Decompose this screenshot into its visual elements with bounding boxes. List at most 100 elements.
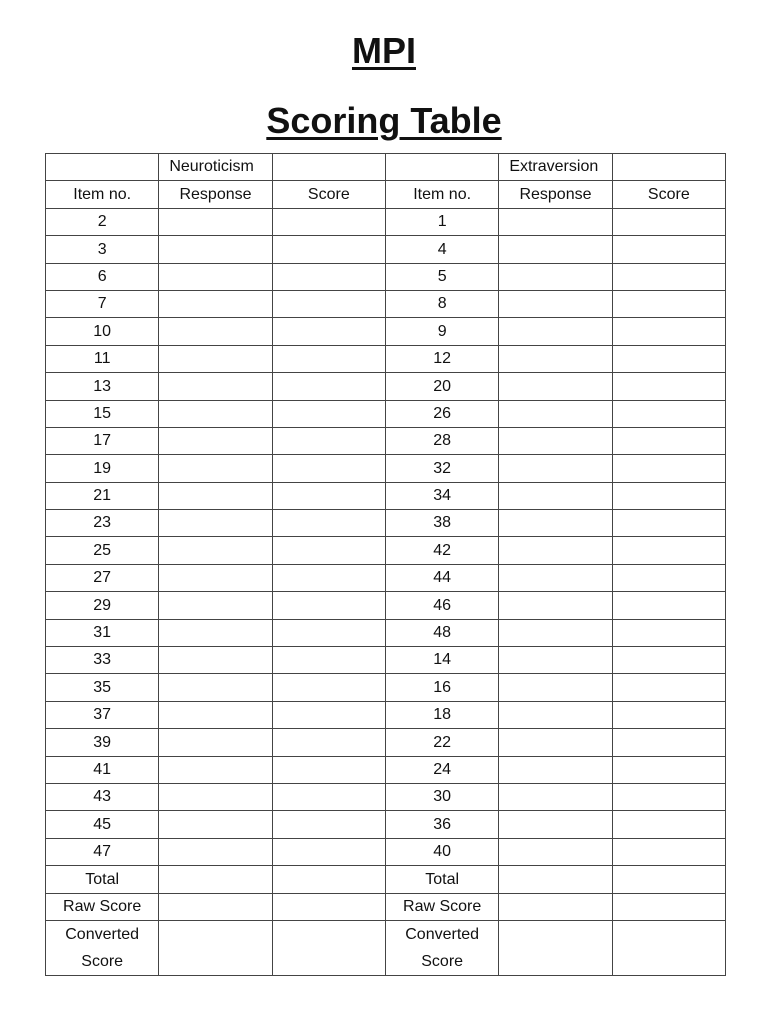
- cell: Total: [384, 865, 500, 894]
- empty-cell: [44, 152, 160, 182]
- empty-cell: [271, 865, 386, 894]
- empty-cell: [271, 207, 386, 237]
- empty-cell: [271, 509, 386, 538]
- cell: 2: [44, 207, 160, 237]
- empty-cell: [611, 454, 727, 483]
- empty-cell: [271, 152, 386, 182]
- empty-cell: [498, 646, 613, 675]
- cell: 11: [44, 344, 160, 374]
- table-row: Total Total: [44, 865, 727, 894]
- empty-cell: [158, 207, 273, 237]
- empty-cell: [158, 262, 273, 291]
- empty-cell: [611, 646, 727, 675]
- empty-cell: [271, 782, 386, 812]
- cell: 23: [44, 509, 160, 538]
- empty-cell: [271, 892, 386, 921]
- empty-cell: [611, 481, 727, 511]
- empty-cell: [271, 372, 386, 401]
- cell: 31: [44, 618, 160, 648]
- cell: 17: [44, 426, 160, 456]
- cell: 45: [44, 810, 160, 839]
- cell: 26: [384, 399, 500, 428]
- cell: 38: [384, 509, 500, 538]
- cell: 43: [44, 782, 160, 812]
- empty-cell: [498, 509, 613, 538]
- cell: 18: [384, 700, 500, 730]
- empty-cell: [498, 372, 613, 401]
- cell: Score: [271, 180, 386, 209]
- scoring-table: Neuroticism Extraversion Item no. Response S…: [44, 152, 727, 976]
- empty-cell: [611, 782, 727, 812]
- cell: 40: [384, 837, 500, 867]
- empty-cell: [498, 892, 613, 921]
- cell: 6: [44, 262, 160, 291]
- empty-cell: [271, 919, 386, 976]
- empty-cell: [158, 399, 273, 428]
- table-row: 45 36: [44, 810, 727, 839]
- cell: 32: [384, 454, 500, 483]
- empty-cell: [158, 728, 273, 757]
- empty-cell: [158, 618, 273, 648]
- cell: 24: [384, 755, 500, 784]
- empty-cell: [498, 563, 613, 593]
- table-row: 35 16: [44, 673, 727, 702]
- table-row: 10 9: [44, 317, 727, 346]
- table-row: 37 18: [44, 700, 727, 730]
- empty-cell: [271, 673, 386, 702]
- table-row: 47 40: [44, 837, 727, 867]
- empty-cell: [498, 262, 613, 291]
- cell: 9: [384, 317, 500, 346]
- empty-cell: [158, 344, 273, 374]
- cell: Raw Score: [384, 892, 500, 921]
- cell: 44: [384, 563, 500, 593]
- cell: 37: [44, 700, 160, 730]
- cell: 16: [384, 673, 500, 702]
- empty-cell: [271, 235, 386, 264]
- cell: Item no.: [384, 180, 500, 209]
- cell: 14: [384, 646, 500, 675]
- table-row: 31 48: [44, 618, 727, 648]
- table-row: 21 34: [44, 481, 727, 511]
- empty-cell: [271, 618, 386, 648]
- empty-cell: [498, 755, 613, 784]
- cell: Item no.: [44, 180, 160, 209]
- cell: 41: [44, 755, 160, 784]
- empty-cell: [271, 755, 386, 784]
- cell: Raw Score: [44, 892, 160, 921]
- cell: 7: [44, 289, 160, 319]
- empty-cell: [611, 372, 727, 401]
- title: MPI: [351, 30, 416, 71]
- empty-cell: [498, 728, 613, 757]
- empty-cell: [498, 344, 613, 374]
- empty-cell: [271, 317, 386, 346]
- table-row: 17 28: [44, 426, 727, 456]
- empty-cell: [611, 892, 727, 921]
- table-row: 15 26: [44, 399, 727, 428]
- cell: 33: [44, 646, 160, 675]
- cell: 19: [44, 454, 160, 483]
- empty-cell: [158, 317, 273, 346]
- empty-cell: [611, 207, 727, 237]
- cell: 29: [44, 591, 160, 620]
- table-row: 23 38: [44, 509, 727, 538]
- empty-cell: [611, 810, 727, 839]
- empty-cell: [611, 591, 727, 620]
- empty-cell: [611, 536, 727, 565]
- empty-cell: [611, 919, 727, 976]
- empty-cell: [611, 755, 727, 784]
- cell: 12: [384, 344, 500, 374]
- table-row: 27 44: [44, 563, 727, 593]
- cell: Response: [498, 180, 613, 209]
- cell: 34: [384, 481, 500, 511]
- empty-cell: [158, 454, 273, 483]
- empty-cell: [271, 563, 386, 593]
- empty-cell: [498, 426, 613, 456]
- empty-cell: [271, 289, 386, 319]
- empty-cell: [498, 289, 613, 319]
- table-row: Neuroticism Extraversion: [44, 152, 727, 182]
- cell: Score: [611, 180, 727, 209]
- table-row: 11 12: [44, 344, 727, 374]
